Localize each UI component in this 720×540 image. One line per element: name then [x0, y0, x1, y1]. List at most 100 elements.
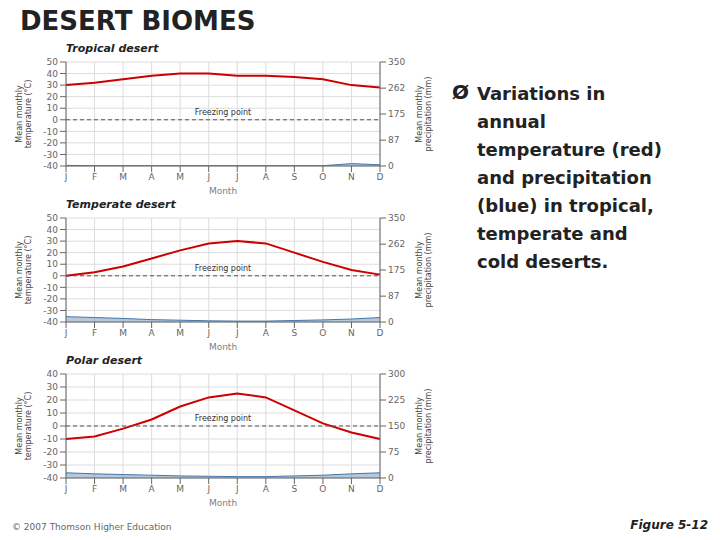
svg-text:D: D: [377, 484, 384, 494]
svg-text:D: D: [377, 172, 384, 182]
html-text:annual: annual: [477, 111, 546, 132]
svg-text:Freezing point: Freezing point: [195, 108, 252, 117]
svg-text:20: 20: [47, 92, 59, 102]
svg-text:Mean monthlytemperature (°C): Mean monthlytemperature (°C): [14, 236, 32, 305]
svg-text:A: A: [263, 328, 270, 338]
svg-text:F: F: [92, 328, 97, 338]
svg-text:-40: -40: [43, 161, 58, 171]
svg-text:J: J: [206, 172, 210, 182]
svg-text:M: M: [119, 328, 127, 338]
svg-text:40: 40: [47, 369, 59, 379]
html-text:temperate and: temperate and: [477, 223, 628, 244]
svg-text:D: D: [377, 328, 384, 338]
svg-text:O: O: [319, 328, 326, 338]
svg-text:Month: Month: [209, 342, 237, 352]
svg-text:J: J: [64, 172, 68, 182]
svg-text:M: M: [119, 484, 127, 494]
svg-text:M: M: [119, 172, 127, 182]
svg-text:0: 0: [52, 115, 58, 125]
svg-text:-20: -20: [43, 294, 58, 304]
svg-text:225: 225: [388, 395, 405, 405]
svg-text:40: 40: [47, 69, 59, 79]
svg-text:0: 0: [388, 473, 394, 483]
svg-text:40: 40: [47, 225, 59, 235]
svg-text:50: 50: [47, 57, 59, 67]
svg-text:-30: -30: [43, 306, 58, 316]
svg-text:262: 262: [388, 83, 405, 93]
svg-text:30: 30: [47, 80, 59, 90]
html-text:temperature (red): temperature (red): [477, 139, 662, 160]
svg-text:87: 87: [388, 291, 399, 301]
svg-text:87: 87: [388, 135, 399, 145]
svg-text:A: A: [263, 484, 270, 494]
svg-text:0: 0: [52, 421, 58, 431]
svg-text:Freezing point: Freezing point: [195, 264, 252, 273]
svg-text:S: S: [292, 484, 298, 494]
svg-text:M: M: [176, 484, 184, 494]
svg-text:-10: -10: [43, 283, 58, 293]
svg-text:S: S: [292, 172, 298, 182]
svg-text:-20: -20: [43, 138, 58, 148]
svg-text:N: N: [348, 172, 355, 182]
svg-text:Mean monthlyprecipitation (mm): Mean monthlyprecipitation (mm): [414, 233, 432, 308]
svg-text:20: 20: [47, 248, 59, 258]
html-text:(blue) in tropical,: (blue) in tropical,: [477, 195, 654, 216]
svg-text:0: 0: [388, 317, 394, 327]
svg-text:Mean monthlytemperature (°C): Mean monthlytemperature (°C): [14, 80, 32, 149]
svg-text:F: F: [92, 172, 97, 182]
svg-text:30: 30: [47, 236, 59, 246]
html-text:and precipitation: and precipitation: [477, 167, 652, 188]
svg-text:N: N: [348, 484, 355, 494]
html-text:Ø Variations in: Ø Variations in: [452, 80, 606, 104]
svg-text:262: 262: [388, 239, 405, 249]
svg-text:-40: -40: [43, 473, 58, 483]
svg-text:-10: -10: [43, 434, 58, 444]
svg-text:Month: Month: [209, 498, 237, 508]
svg-text:J: J: [206, 328, 210, 338]
svg-text:175: 175: [388, 265, 405, 275]
svg-text:A: A: [149, 328, 156, 338]
svg-text:0: 0: [388, 161, 394, 171]
svg-text:O: O: [319, 172, 326, 182]
svg-text:30: 30: [47, 382, 59, 392]
svg-text:-30: -30: [43, 460, 58, 470]
svg-text:O: O: [319, 484, 326, 494]
svg-text:J: J: [235, 172, 239, 182]
html-text:DESERT BIOMES: DESERT BIOMES: [20, 6, 256, 36]
svg-text:175: 175: [388, 109, 405, 119]
svg-text:10: 10: [47, 259, 59, 269]
svg-text:150: 150: [388, 421, 405, 431]
svg-text:J: J: [235, 328, 239, 338]
svg-text:Mean monthlytemperature (°C): Mean monthlytemperature (°C): [14, 392, 32, 461]
svg-text:-20: -20: [43, 447, 58, 457]
svg-text:-30: -30: [43, 150, 58, 160]
svg-text:Freezing point: Freezing point: [195, 414, 252, 423]
svg-text:F: F: [92, 484, 97, 494]
svg-text:-40: -40: [43, 317, 58, 327]
svg-text:Mean monthlyprecipitation (mm): Mean monthlyprecipitation (mm): [414, 389, 432, 464]
svg-text:350: 350: [388, 213, 405, 223]
svg-text:A: A: [263, 172, 270, 182]
svg-text:A: A: [149, 484, 156, 494]
svg-text:J: J: [64, 328, 68, 338]
svg-text:N: N: [348, 328, 355, 338]
svg-text:J: J: [206, 484, 210, 494]
svg-text:75: 75: [388, 447, 399, 457]
svg-text:A: A: [149, 172, 156, 182]
svg-text:M: M: [176, 328, 184, 338]
svg-text:10: 10: [47, 103, 59, 113]
svg-text:300: 300: [388, 369, 405, 379]
svg-text:-10: -10: [43, 127, 58, 137]
svg-text:Month: Month: [209, 186, 237, 196]
svg-text:50: 50: [47, 213, 59, 223]
svg-text:J: J: [235, 484, 239, 494]
svg-text:S: S: [292, 328, 298, 338]
svg-text:Mean monthlyprecipitation (mm): Mean monthlyprecipitation (mm): [414, 77, 432, 152]
svg-text:350: 350: [388, 57, 405, 67]
html-text:cold deserts.: cold deserts.: [477, 251, 609, 272]
svg-text:10: 10: [47, 408, 59, 418]
svg-text:20: 20: [47, 395, 59, 405]
svg-text:0: 0: [52, 271, 58, 281]
svg-text:J: J: [64, 484, 68, 494]
svg-text:M: M: [176, 172, 184, 182]
